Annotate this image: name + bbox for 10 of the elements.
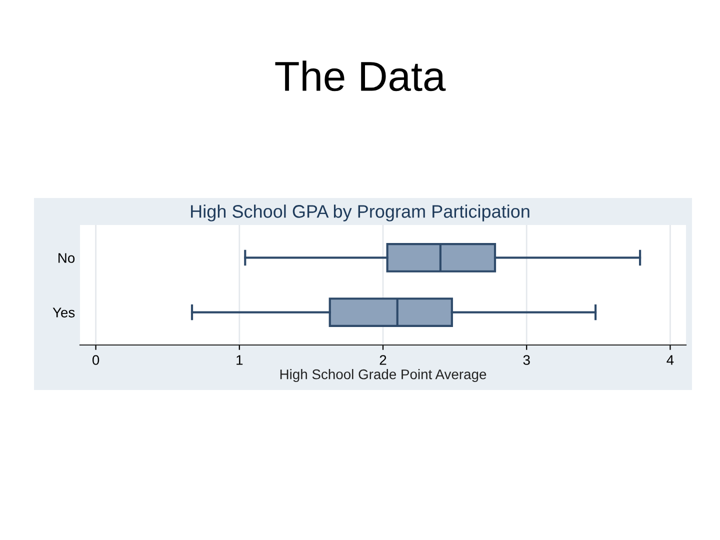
- y-tick-label: No: [58, 253, 75, 263]
- x-tick-label: 1: [236, 355, 243, 365]
- chart-title: The Data: [275, 60, 446, 92]
- x-tick-label: 2: [380, 355, 386, 365]
- x-axis-title: High School Grade Point Average: [280, 369, 486, 382]
- x-tick-label: 3: [523, 355, 530, 365]
- y-tick-label: Yes: [52, 308, 75, 318]
- x-tick-label: 0: [92, 355, 100, 365]
- chart-subtitle: High School GPA by Program Participation: [191, 204, 530, 222]
- x-tick-label: 4: [666, 355, 674, 365]
